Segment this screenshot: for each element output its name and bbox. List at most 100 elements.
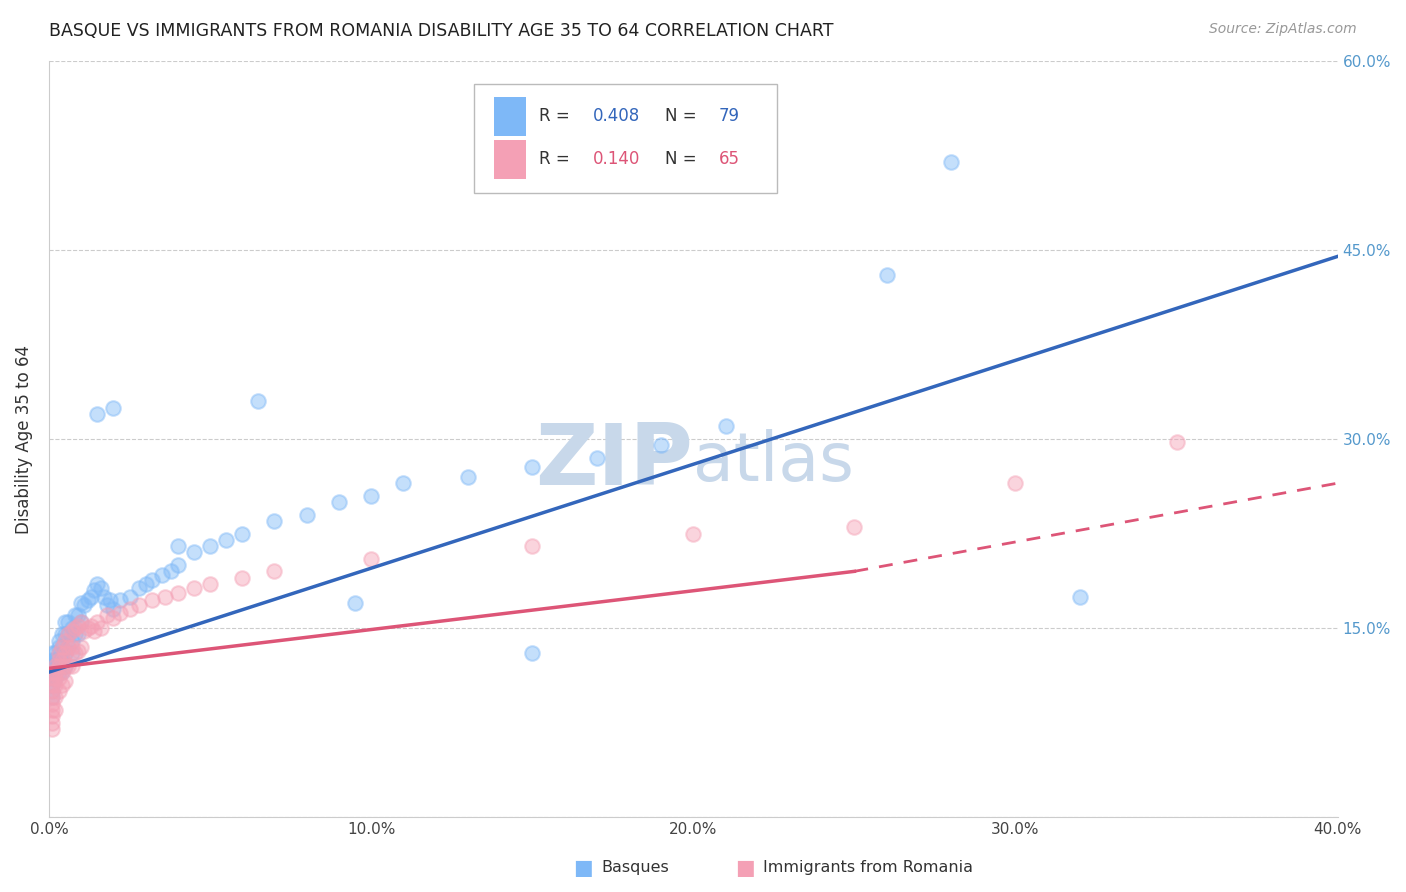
Point — [58, 615, 80, 629]
Point — [41, 715, 63, 730]
Point — [108, 593, 131, 607]
Text: Source: ZipAtlas.com: Source: ZipAtlas.com — [1209, 22, 1357, 37]
Point — [231, 571, 253, 585]
Point — [41, 646, 63, 660]
Point — [41, 722, 63, 736]
Point — [60, 621, 83, 635]
Point — [1069, 590, 1091, 604]
Point — [73, 624, 96, 638]
Point — [247, 394, 270, 409]
Point — [93, 590, 115, 604]
Text: 79: 79 — [718, 107, 740, 125]
Point — [83, 583, 105, 598]
Point — [344, 596, 367, 610]
Point — [44, 665, 66, 680]
Point — [51, 652, 73, 666]
Point — [66, 608, 89, 623]
Point — [58, 640, 80, 654]
Point — [41, 703, 63, 717]
Point — [60, 658, 83, 673]
Point — [231, 526, 253, 541]
Point — [103, 611, 125, 625]
Point — [58, 627, 80, 641]
Point — [73, 599, 96, 613]
Text: Basques: Basques — [602, 861, 669, 875]
Point — [263, 565, 285, 579]
Point — [70, 615, 93, 629]
Point — [60, 624, 83, 638]
Text: BASQUE VS IMMIGRANTS FROM ROMANIA DISABILITY AGE 35 TO 64 CORRELATION CHART: BASQUE VS IMMIGRANTS FROM ROMANIA DISABI… — [49, 22, 834, 40]
Point — [51, 627, 73, 641]
Point — [166, 539, 188, 553]
Point — [44, 678, 66, 692]
Text: 0.140: 0.140 — [593, 151, 640, 169]
Point — [198, 577, 221, 591]
Point — [44, 672, 66, 686]
Point — [96, 599, 118, 613]
Point — [522, 646, 544, 660]
Point — [392, 476, 415, 491]
Point — [53, 646, 76, 660]
Point — [63, 608, 86, 623]
FancyBboxPatch shape — [494, 140, 526, 179]
Text: Immigrants from Romania: Immigrants from Romania — [763, 861, 973, 875]
Point — [44, 665, 66, 680]
Point — [44, 703, 66, 717]
Point — [41, 684, 63, 698]
Point — [118, 602, 141, 616]
Point — [522, 539, 544, 553]
Point — [41, 652, 63, 666]
Point — [60, 640, 83, 654]
Point — [58, 640, 80, 654]
Point — [89, 581, 111, 595]
Point — [80, 618, 103, 632]
Point — [103, 602, 125, 616]
Point — [51, 665, 73, 680]
Point — [48, 672, 70, 686]
Point — [60, 633, 83, 648]
Point — [103, 401, 125, 415]
Point — [44, 652, 66, 666]
Text: R =: R = — [538, 151, 575, 169]
Point — [53, 658, 76, 673]
Point — [66, 643, 89, 657]
Point — [844, 520, 866, 534]
Point — [166, 586, 188, 600]
Point — [215, 533, 238, 547]
Point — [86, 577, 108, 591]
Point — [682, 526, 704, 541]
Point — [66, 627, 89, 641]
Point — [63, 627, 86, 641]
Point — [650, 438, 672, 452]
Point — [48, 633, 70, 648]
Text: ZIP: ZIP — [536, 420, 693, 503]
Point — [83, 624, 105, 638]
Point — [58, 627, 80, 641]
Point — [41, 690, 63, 705]
Point — [166, 558, 188, 572]
Text: atlas: atlas — [693, 429, 855, 495]
Point — [41, 684, 63, 698]
Point — [41, 658, 63, 673]
Text: N =: N = — [665, 107, 702, 125]
Point — [51, 678, 73, 692]
Point — [135, 577, 157, 591]
Point — [70, 615, 93, 629]
Point — [48, 658, 70, 673]
Point — [160, 565, 183, 579]
Text: ■: ■ — [574, 858, 593, 878]
Point — [128, 599, 150, 613]
Point — [98, 593, 121, 607]
Point — [51, 640, 73, 654]
Point — [118, 590, 141, 604]
Point — [44, 672, 66, 686]
Point — [44, 658, 66, 673]
Point — [76, 621, 98, 635]
Point — [263, 514, 285, 528]
Point — [89, 621, 111, 635]
Text: R =: R = — [538, 107, 575, 125]
Point — [1004, 476, 1026, 491]
Point — [198, 539, 221, 553]
Point — [86, 407, 108, 421]
Point — [48, 652, 70, 666]
